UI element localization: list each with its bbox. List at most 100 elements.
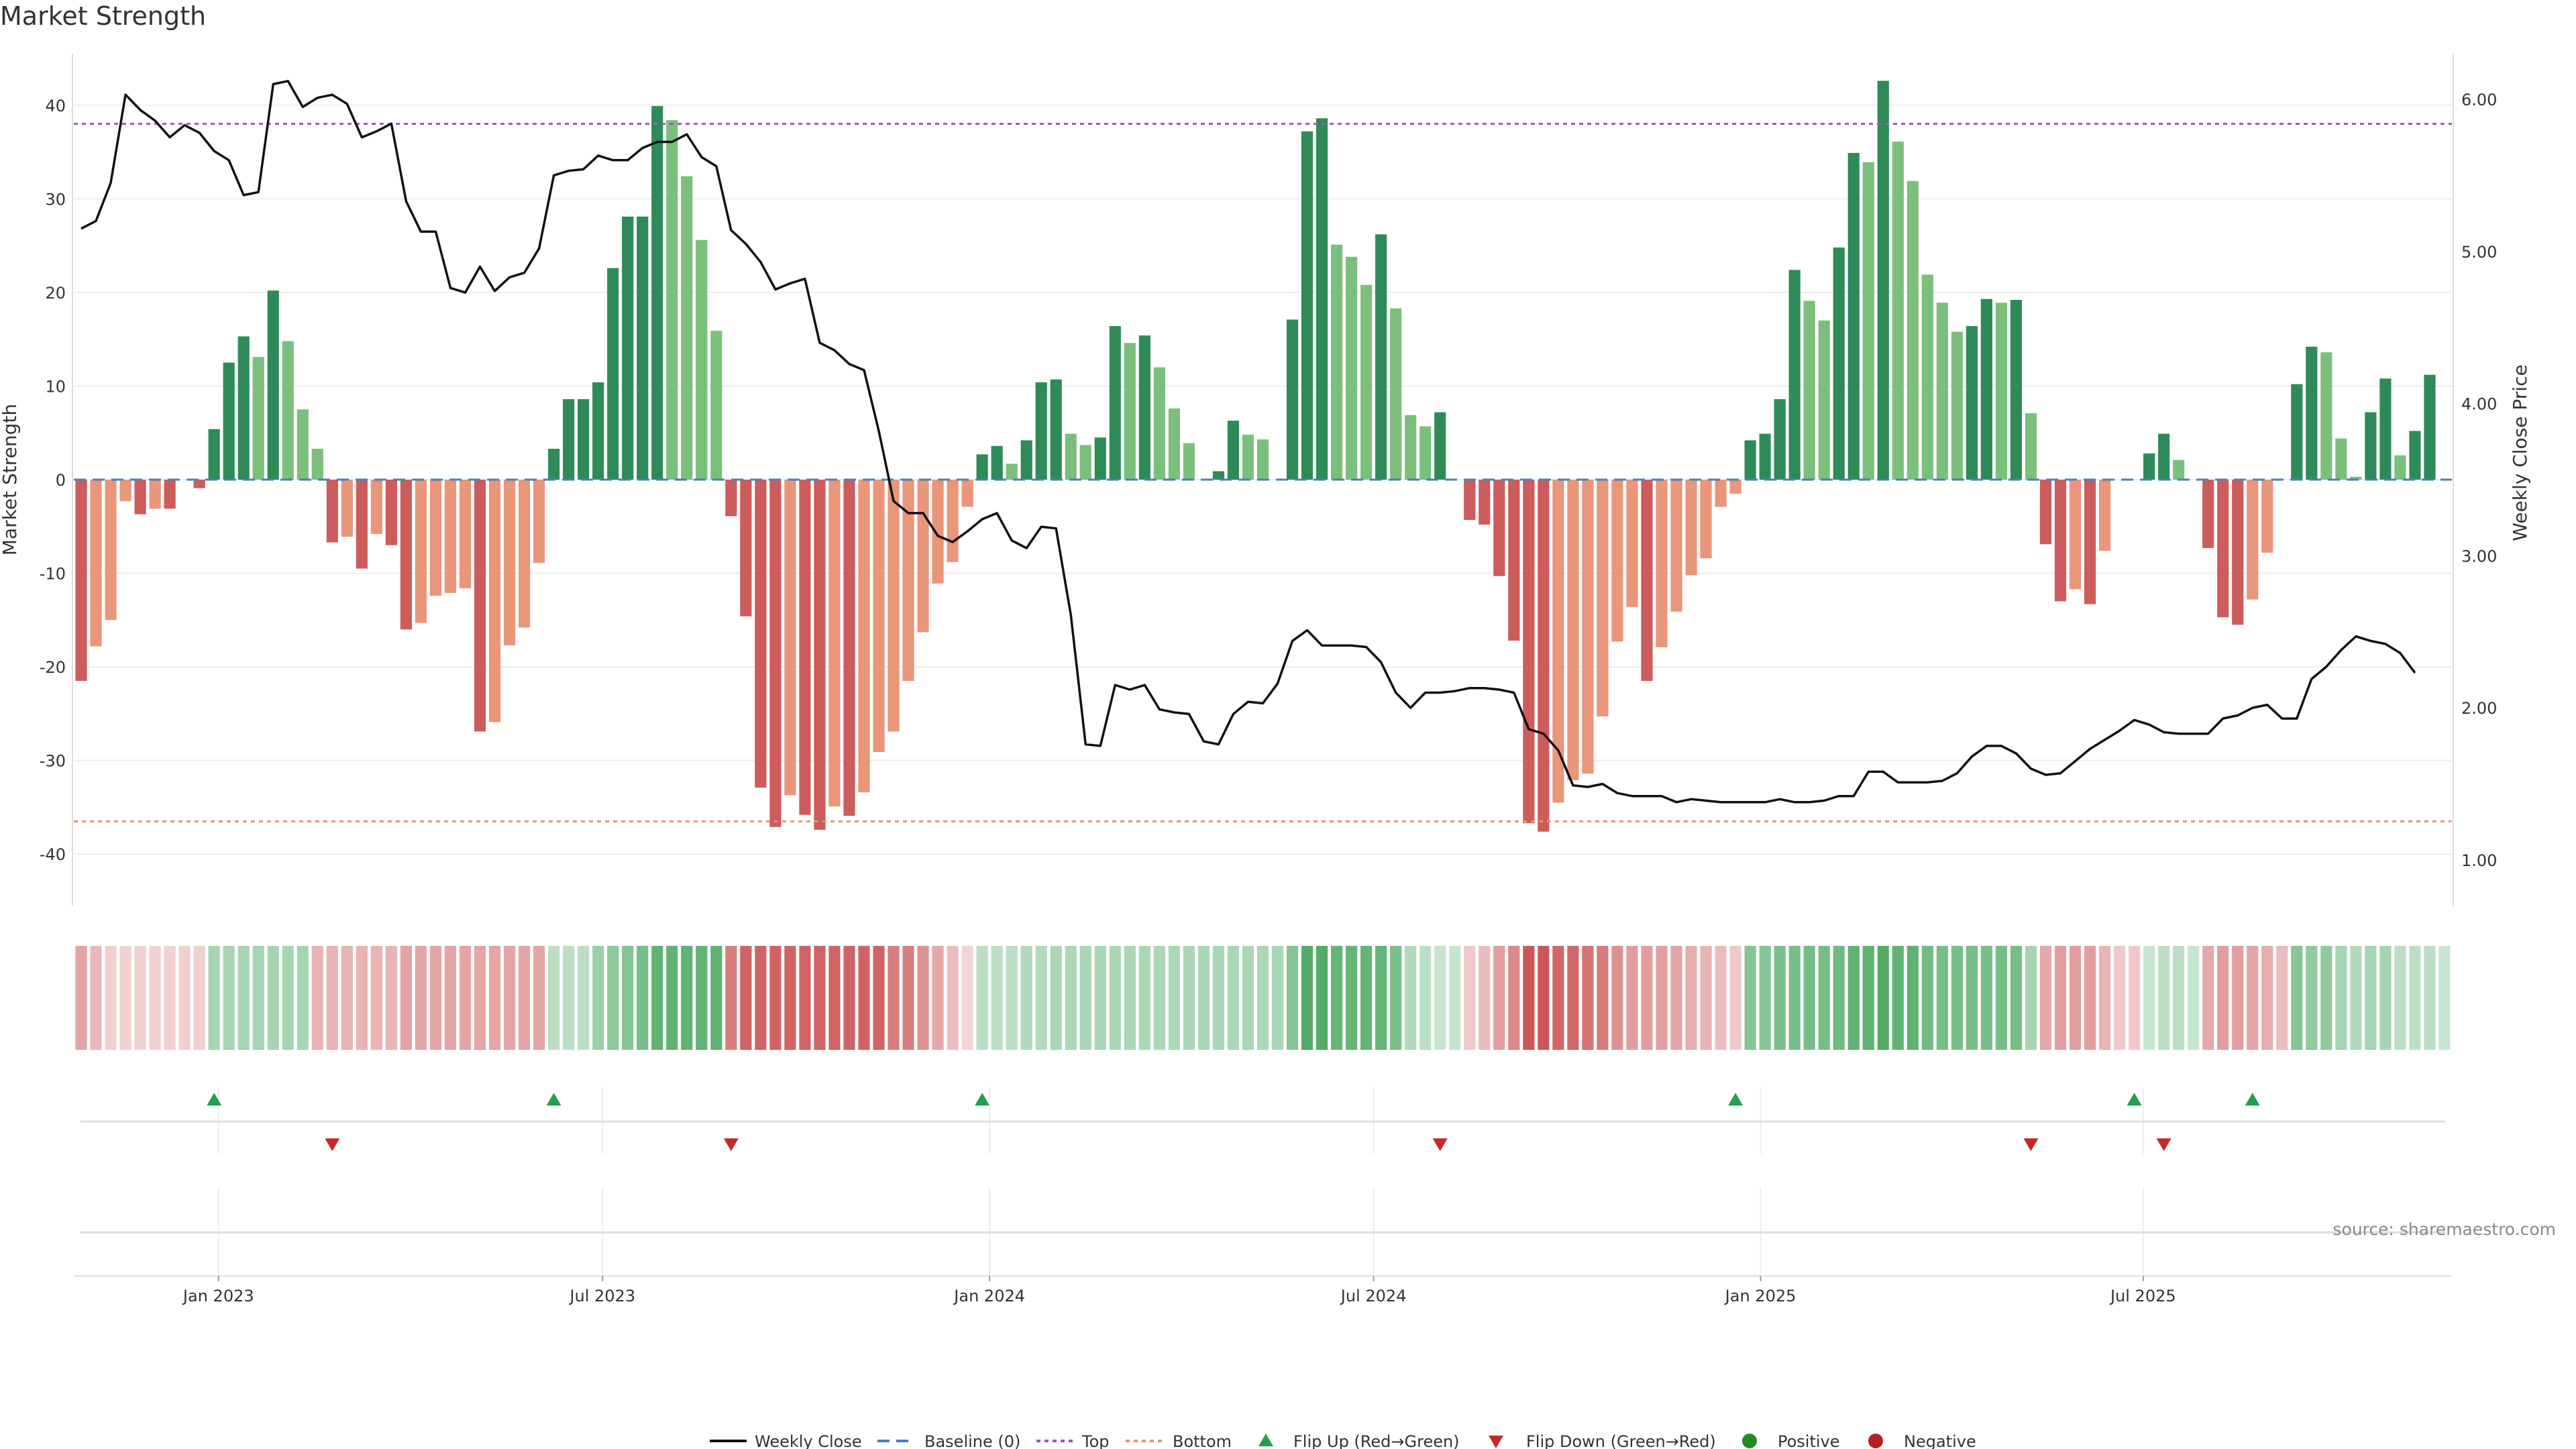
heatmap-cell xyxy=(2202,946,2214,1050)
source-note: source: sharemaestro.com xyxy=(2332,1220,2557,1239)
heatmap-cell xyxy=(1227,946,1240,1050)
flip-up-marker xyxy=(2127,1093,2142,1106)
strength-bar xyxy=(1493,480,1505,576)
legend-swatch xyxy=(1868,1434,1883,1448)
legend-label: Top xyxy=(1081,1432,1110,1449)
strength-bar xyxy=(799,480,811,815)
heatmap-cell xyxy=(1124,946,1136,1050)
heatmap-cell xyxy=(1656,946,1668,1050)
legend-label: Bottom xyxy=(1173,1432,1232,1449)
flip-down-marker xyxy=(2156,1138,2171,1151)
flip-down-marker xyxy=(2023,1138,2039,1151)
heatmap-cell xyxy=(415,946,427,1050)
strength-bar xyxy=(105,480,117,621)
strength-bar xyxy=(2247,480,2259,600)
x-tick-label: Jul 2024 xyxy=(1340,1287,1407,1305)
y-axis-title: Market Strength xyxy=(0,404,21,555)
strength-bar xyxy=(297,409,309,480)
heatmap-cell xyxy=(2320,946,2332,1050)
heatmap-cell xyxy=(1597,946,1609,1050)
y2-tick-label: 2.00 xyxy=(2461,699,2497,718)
strength-bar xyxy=(90,480,102,647)
strength-bar xyxy=(2098,480,2111,551)
y-tick-label: 30 xyxy=(45,190,66,209)
heatmap-cell xyxy=(2276,946,2288,1050)
heatmap-cell xyxy=(769,946,782,1050)
heatmap-cell xyxy=(1715,946,1727,1050)
heatmap-cell xyxy=(1951,946,1963,1050)
heatmap-cell xyxy=(828,946,841,1050)
heatmap-cell xyxy=(1065,946,1077,1050)
heatmap-cell xyxy=(888,946,900,1050)
strength-bar xyxy=(696,239,708,480)
heatmap-cell xyxy=(2173,946,2185,1050)
strength-bar xyxy=(917,480,929,633)
heatmap-cell xyxy=(444,946,457,1050)
strength-bar xyxy=(637,216,649,480)
heatmap-cell xyxy=(400,946,413,1050)
strength-bar xyxy=(2291,384,2303,480)
strength-bar xyxy=(1744,440,1756,480)
heatmap-cell xyxy=(1301,946,1313,1050)
strength-bar xyxy=(592,382,604,480)
strength-bar xyxy=(651,106,663,480)
heatmap-cell xyxy=(917,946,929,1050)
heatmap-cell xyxy=(2158,946,2170,1050)
strength-bar xyxy=(2084,480,2096,604)
heatmap-cell xyxy=(90,946,102,1050)
y-tick-label: -10 xyxy=(40,565,66,584)
strength-bar xyxy=(385,480,397,545)
strength-bar xyxy=(1715,480,1727,507)
heatmap-cell xyxy=(976,946,988,1050)
heatmap-cell xyxy=(2098,946,2111,1050)
strength-bar xyxy=(208,429,220,480)
heatmap-cell xyxy=(193,946,205,1050)
heatmap-cell xyxy=(2247,946,2259,1050)
heatmap-cell xyxy=(1331,946,1343,1050)
heatmap-cell xyxy=(1405,946,1417,1050)
x-tick-label: Jan 2023 xyxy=(182,1287,254,1305)
heatmap-cell xyxy=(1346,946,1358,1050)
strength-bar xyxy=(1803,301,1815,480)
strength-bar xyxy=(1523,480,1535,824)
strength-bar xyxy=(1966,326,1978,480)
heatmap-cell xyxy=(1375,946,1387,1050)
strength-bar xyxy=(2335,438,2347,480)
heatmap-cell xyxy=(252,946,264,1050)
strength-bar xyxy=(1862,162,1874,480)
heatmap-cell xyxy=(1479,946,1491,1050)
legend-label: Negative xyxy=(1904,1432,1976,1449)
heatmap-cell xyxy=(578,946,590,1050)
heatmap-cell xyxy=(2306,946,2318,1050)
heatmap-cell xyxy=(1759,946,1771,1050)
heatmap-cell xyxy=(1020,946,1032,1050)
strength-bar xyxy=(888,480,900,732)
heatmap-cell xyxy=(1538,946,1550,1050)
x-tick-label: Jan 2024 xyxy=(953,1287,1025,1305)
heatmap-cell xyxy=(1641,946,1653,1050)
strength-bar xyxy=(2424,374,2436,480)
heatmap-cell xyxy=(1729,946,1741,1050)
heatmap-cell xyxy=(1094,946,1106,1050)
strength-bar xyxy=(1124,343,1136,480)
strength-bar xyxy=(976,454,988,480)
heatmap-cell xyxy=(1907,946,1919,1050)
strength-bar xyxy=(1050,379,1062,480)
strength-bar xyxy=(2173,460,2185,480)
heatmap-cell xyxy=(134,946,146,1050)
heatmap-cell xyxy=(755,946,767,1050)
x-tick-label: Jul 2023 xyxy=(568,1287,635,1305)
heatmap-cell xyxy=(1700,946,1712,1050)
strength-bar xyxy=(1212,471,1225,480)
strength-bar xyxy=(563,398,575,480)
y2-tick-label: 3.00 xyxy=(2461,547,2497,566)
heatmap-cell xyxy=(947,946,959,1050)
strength-bar xyxy=(193,480,205,488)
strength-bar xyxy=(2069,480,2082,590)
weekly-close-line xyxy=(80,80,2416,804)
heatmap-cell xyxy=(2350,946,2362,1050)
strength-bar xyxy=(725,480,737,517)
strength-bar xyxy=(2025,413,2037,480)
strength-bar xyxy=(503,480,516,646)
heatmap-cell xyxy=(1153,946,1165,1050)
